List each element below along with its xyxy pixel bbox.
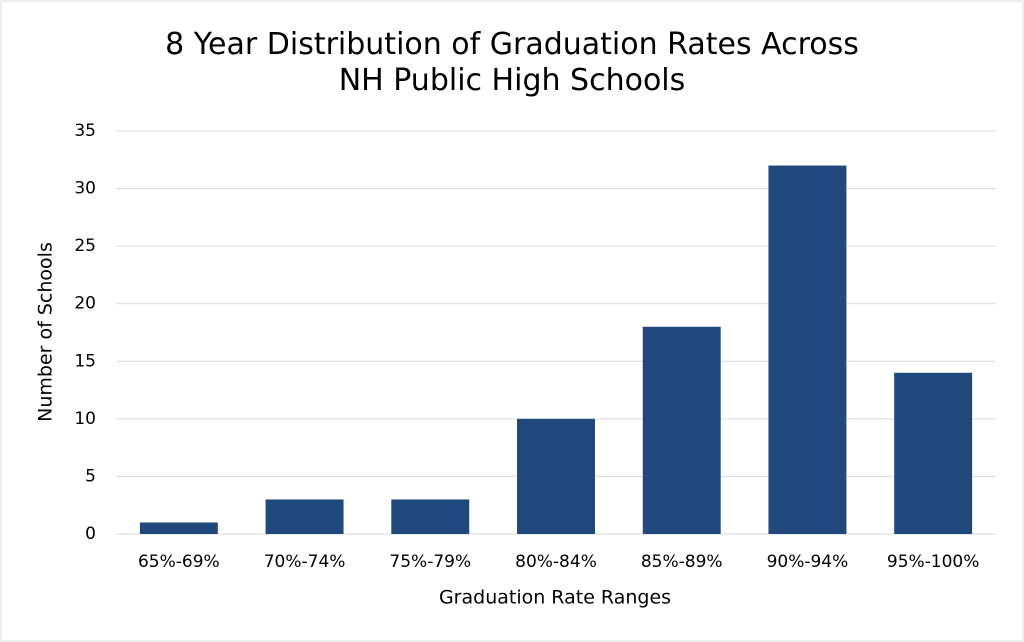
bar	[391, 499, 470, 534]
chart-title: 8 Year Distribution of Graduation Rates …	[165, 27, 859, 98]
bar	[139, 522, 218, 534]
bar	[768, 165, 847, 535]
y-tick-label: 0	[85, 524, 96, 544]
y-tick-label: 30	[74, 179, 96, 199]
x-tick-label: 85%-89%	[641, 552, 723, 572]
y-axis-title: Number of Schools	[35, 242, 57, 422]
x-tick-label: 90%-94%	[767, 552, 849, 572]
y-tick-label: 15	[74, 351, 96, 371]
x-tick-label: 80%-84%	[515, 552, 597, 572]
y-tick-label: 5	[85, 466, 96, 486]
bar	[517, 418, 595, 534]
y-tick-label: 25	[74, 236, 96, 256]
y-tick-label: 35	[74, 121, 96, 141]
bar	[265, 499, 344, 534]
x-tick-label: 95%-100%	[887, 552, 980, 572]
y-tick-label: 10	[74, 409, 96, 429]
x-tick-label: 75%-79%	[389, 552, 471, 572]
bar	[894, 372, 973, 534]
x-tick-label: 70%-74%	[264, 552, 346, 572]
x-tick-label: 65%-69%	[138, 552, 220, 572]
x-axis-title: Graduation Rate Ranges	[439, 587, 671, 609]
y-tick-label: 20	[74, 294, 96, 314]
bar	[642, 326, 721, 534]
